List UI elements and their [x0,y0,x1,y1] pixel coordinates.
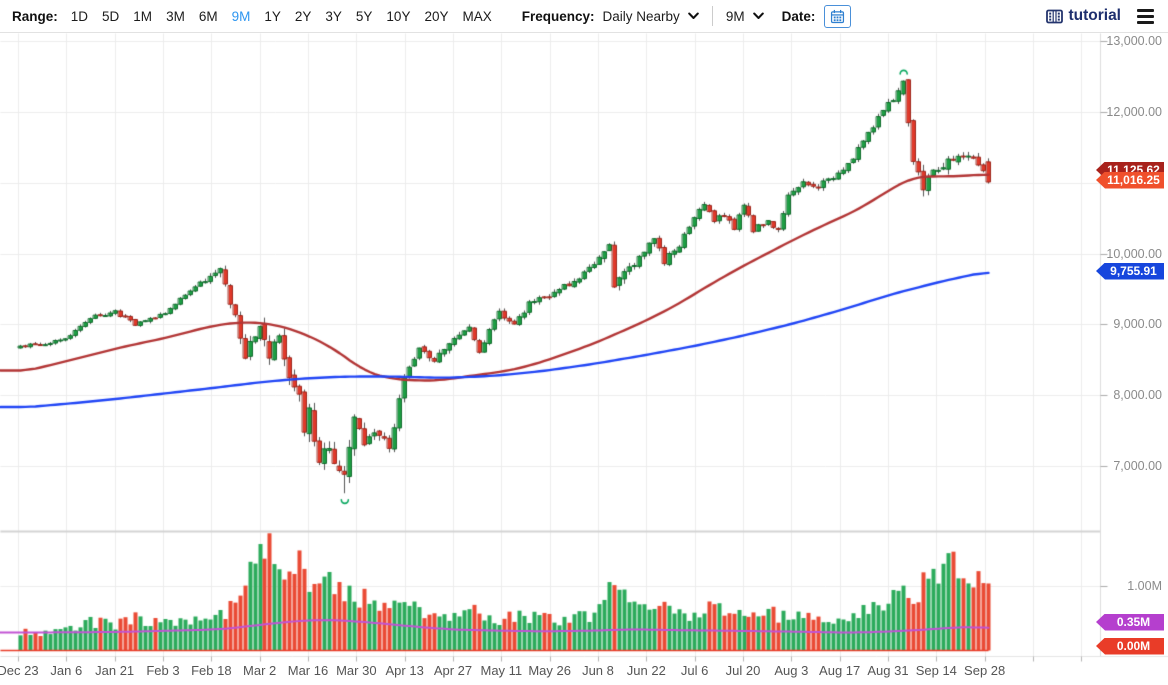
x-axis-label: Aug 17 [819,663,861,678]
frequency-dropdown[interactable]: Daily Nearby [603,9,699,24]
y-axis-label: 7,000.00 [1113,459,1162,473]
toolbar: Range: 1D 5D 1M 3M 6M 9M 1Y 2Y 3Y 5Y 10Y 20Y MAX Fre… [0,0,1168,33]
y-axis-label: 12,000.00 [1106,105,1162,119]
ma-slow-badge: 9,755.91 [1096,262,1164,280]
x-axis-label: Mar 16 [287,663,329,678]
x-axis-label: Jun 8 [582,663,614,678]
y-axis-label: 9,000.00 [1113,317,1162,331]
range-option-5d[interactable]: 5D [102,8,120,24]
x-axis-label: May 11 [480,663,523,678]
x-axis-label: Dec 23 [0,663,39,678]
hamburger-icon [1137,8,1154,12]
chevron-down-icon [752,12,764,19]
x-axis-label: Jan 21 [95,663,135,678]
x-axis-label: Mar 2 [243,663,277,678]
brand-name: tutorial [1068,7,1121,24]
last-price-badge: 11,016.25 [1096,171,1164,189]
x-axis-label: Apr 13 [385,663,424,678]
date-label: Date: [781,8,816,24]
x-axis-label: Jul 6 [680,663,709,678]
date-picker-button[interactable] [824,4,852,28]
range-selector: 1D 5D 1M 3M 6M 9M 1Y 2Y 3Y 5Y 10Y 20Y MAX [71,9,492,24]
frequency-label: Frequency: [521,8,595,24]
range-option-20y[interactable]: 20Y [424,8,449,24]
range-option-3y[interactable]: 3Y [325,8,342,24]
x-axis-label: Mar 30 [336,663,377,678]
x-axis-label: Apr 27 [433,663,473,678]
zero-line-badge: 0.00M [1096,637,1164,655]
range-option-3m[interactable]: 3M [166,8,185,24]
brand-logo[interactable]: tutorial [1046,7,1121,25]
range-label: Range: [12,8,58,24]
x-axis-label: Sep 28 [964,663,1006,678]
x-axis-label: Feb 18 [191,663,232,678]
period-dropdown[interactable]: 9M [726,9,764,24]
x-axis-label: Aug 3 [774,663,809,678]
y-axis-label: 10,000.00 [1106,247,1162,261]
x-axis-label: Jun 22 [626,663,666,678]
range-option-1y[interactable]: 1Y [264,8,281,24]
x-axis-label: Sep 14 [915,663,957,678]
x-axis-label: May 26 [528,663,571,678]
range-option-10y[interactable]: 10Y [386,8,411,24]
frequency-value: Daily Nearby [602,8,680,24]
volume-axis-label: 1.00M [1127,579,1162,593]
toolbar-divider [711,6,713,26]
range-option-6m[interactable]: 6M [198,8,218,24]
x-axis-label: Jan 6 [50,663,83,678]
range-option-5y[interactable]: 5Y [355,8,373,24]
range-option-1m[interactable]: 1M [133,8,153,24]
calendar-icon [831,9,845,23]
film-icon [1046,9,1064,23]
x-axis-label: Jul 20 [725,663,761,678]
range-option-max[interactable]: MAX [462,8,492,24]
volume-ma-badge: 0.35M [1096,613,1164,631]
x-axis-label: Feb 3 [146,663,180,678]
y-axis-label: 13,000.00 [1106,34,1162,48]
range-option-9m[interactable]: 9M [231,8,251,24]
y-axis-label: 8,000.00 [1113,388,1162,402]
range-option-2y[interactable]: 2Y [294,8,312,24]
price-volume-chart[interactable] [0,33,1168,685]
chart-area: 13,000.0012,000.0011,000.0010,000.009,00… [0,33,1168,685]
period-value: 9M [725,8,745,24]
x-axis-label: Aug 31 [867,663,909,678]
chevron-down-icon [688,12,699,19]
menu-button[interactable] [1135,7,1156,26]
range-option-1d[interactable]: 1D [70,8,89,24]
